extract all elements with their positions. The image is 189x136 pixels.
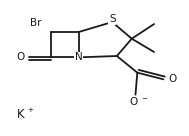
Text: O: O [169, 74, 177, 84]
Text: O: O [16, 52, 24, 62]
Text: Br: Br [30, 18, 42, 28]
Text: S: S [109, 14, 115, 24]
Text: +: + [27, 107, 33, 113]
Text: O: O [129, 97, 138, 107]
Text: K: K [17, 108, 25, 121]
Text: N: N [75, 52, 83, 62]
Text: −: − [141, 96, 147, 102]
